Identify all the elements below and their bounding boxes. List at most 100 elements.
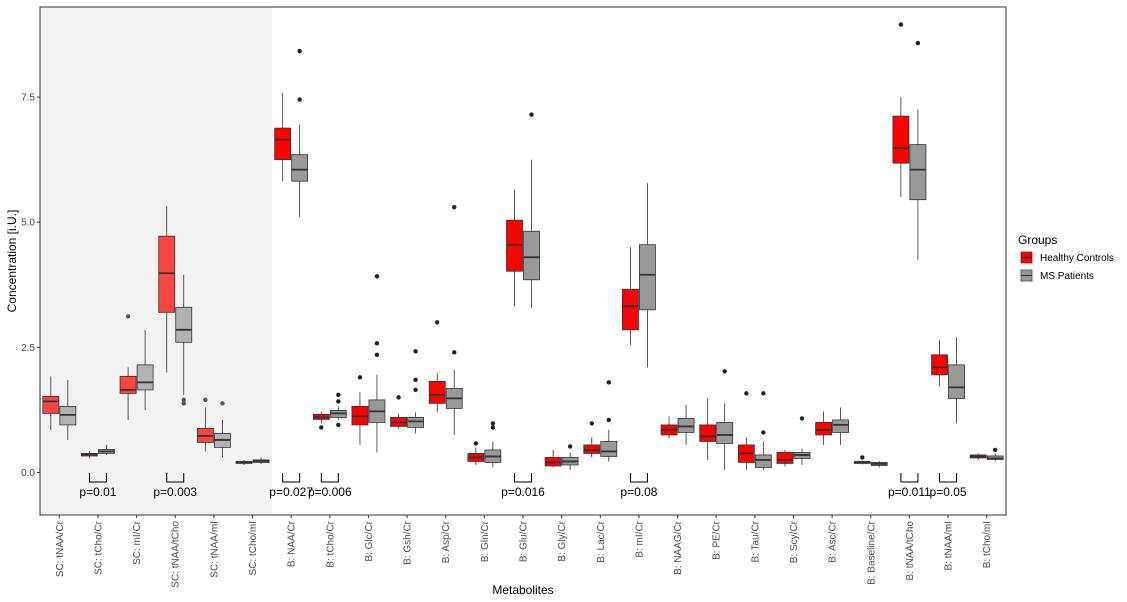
outlier-point (761, 391, 766, 396)
outlier-point (336, 392, 341, 398)
x-tick-label-b-glu-cr: B: Glu/Cr (519, 520, 530, 562)
x-tick-label-sc-tnaa-mi: SC: tNAA/mI (209, 521, 220, 578)
box-iqr (677, 418, 695, 433)
box-iqr (699, 424, 717, 442)
box-ms-patients-b-mi-cr (639, 183, 656, 368)
box-ms-patients-sc-tnaa-tcho (175, 274, 193, 406)
box-ms-patients-b-asp-cr (445, 204, 463, 435)
box-healthy-controls-b-asc-cr (815, 411, 833, 445)
box-ms-patients-sc-tcho-cr (98, 444, 115, 455)
x-tick-label-b-tnaa-tcho: B: tNAA/tCho (905, 521, 916, 581)
box-iqr (428, 380, 446, 404)
outlier-point (374, 274, 380, 279)
pvalue-label: p=0.027 (269, 485, 313, 499)
outlier-point (413, 377, 418, 383)
legend-label-ms-patients: MS Patients (1040, 271, 1094, 282)
box-healthy-controls-b-lac-cr (583, 421, 601, 458)
box-healthy-controls-b-scy-cr (776, 449, 794, 467)
outlier-point (860, 455, 865, 460)
outlier-point (297, 48, 302, 54)
pvalue-annotation-b-tnaa-mi: p=0.05 (930, 473, 967, 499)
outlier-point (992, 447, 998, 453)
box-healthy-controls-b-mi-cr (622, 247, 639, 345)
box-iqr (136, 364, 154, 391)
x-tick-label-sc-mi-cr: SC: mI/Cr (132, 520, 143, 565)
outlier-point (490, 425, 496, 430)
box-healthy-controls-sc-tnaa-tcho (158, 206, 176, 373)
outlier-point (606, 380, 611, 385)
pvalue-label: p=0.011 (888, 485, 931, 499)
x-tick-label-b-lac-cr: B: Lac/Cr (596, 520, 607, 562)
pvalue-label: p=0.08 (620, 485, 657, 499)
pvalue-label: p=0.003 (153, 485, 197, 499)
box-ms-patients-b-glu-cr (523, 112, 540, 309)
pvalue-annotation-sc-tcho-cr: p=0.01 (79, 473, 117, 499)
box-iqr (622, 288, 639, 331)
outlier-point (898, 22, 904, 27)
outlier-point (374, 341, 380, 346)
pvalue-bracket (939, 473, 958, 483)
box-healthy-controls-b-baseline-cr (853, 455, 871, 465)
legend-title: Groups (1018, 233, 1057, 247)
box-ms-patients-b-asc-cr (832, 407, 850, 445)
outlier-point (589, 421, 594, 426)
x-tick-label-b-gln-cr: B: Gln/Cr (480, 520, 491, 562)
box-iqr (600, 441, 618, 457)
box-healthy-controls-sc-tcho-cr (81, 450, 98, 459)
outlier-point (722, 369, 727, 374)
box-ms-patients-b-tnaa-mi (948, 337, 965, 424)
x-tick-label-sc-tcho-cr: SC: tCho/Cr (93, 520, 104, 575)
outlier-point (396, 395, 401, 400)
box-ms-patients-b-gly-cr (561, 444, 579, 470)
box-healthy-controls-sc-mi-cr (119, 314, 137, 420)
box-iqr (407, 417, 424, 428)
box-ms-patients-sc-mi-cr (136, 329, 154, 410)
outlier-point (413, 349, 418, 354)
pvalue-label: p=0.006 (308, 485, 352, 499)
box-iqr (42, 395, 60, 414)
box-healthy-controls-b-tcho-mi (969, 453, 987, 460)
box-ms-patients-b-gsh-cr (407, 349, 424, 434)
box-ms-patients-b-tcho-mi (986, 447, 1004, 462)
box-iqr (523, 230, 540, 281)
box-healthy-controls-b-glc-cr (351, 375, 369, 445)
x-tick-label-sc-tcho-mi: SC: tCho/mI (248, 521, 259, 575)
outlier-point (490, 421, 496, 426)
x-tick-label-b-tau-cr: B: Tau/Cr (750, 520, 761, 562)
pvalue-annotation-b-mi-cr: p=0.08 (620, 473, 658, 499)
box-ms-patients-b-tcho-cr (329, 392, 347, 428)
outlier-point (452, 204, 457, 210)
outlier-point (319, 425, 324, 430)
outlier-point (336, 422, 341, 428)
box-healthy-controls-b-glu-cr (506, 189, 523, 307)
box-healthy-controls-b-asp-cr (428, 320, 446, 413)
box-healthy-controls-b-gly-cr (544, 449, 562, 468)
box-healthy-controls-b-tcho-cr (312, 411, 330, 430)
box-iqr (776, 452, 794, 464)
box-healthy-controls-b-gln-cr (467, 441, 485, 465)
x-axis-title: Metabolites (492, 583, 553, 597)
pvalue-annotation-b-tnaa-tcho: p=0.011 (888, 473, 931, 499)
box-healthy-controls-sc-tcho-mi (235, 459, 253, 465)
pvalue-label: p=0.016 (501, 485, 545, 499)
box-iqr (948, 364, 965, 399)
x-tick-label-sc-tnaa-tcho: SC: tNAA/tCho (171, 521, 182, 588)
box-iqr (892, 115, 910, 164)
shaded-section-layer (40, 7, 272, 515)
outlier-point (181, 397, 186, 403)
pvalue-annotation-b-tcho-cr: p=0.006 (308, 473, 352, 499)
y-tick-label: 5.0 (21, 218, 35, 229)
pvalue-bracket (629, 473, 648, 483)
box-ms-patients-b-scy-cr (793, 416, 811, 465)
outlier-point (181, 401, 186, 406)
box-ms-patients-b-pe-cr (716, 369, 734, 470)
legend-item-healthy-controls: Healthy Controls (1019, 250, 1114, 265)
outlier-point (744, 391, 749, 396)
outlier-point (297, 97, 302, 102)
box-iqr (639, 244, 656, 311)
outlier-point (473, 441, 479, 446)
outlier-point (761, 430, 766, 435)
box-ms-patients-b-tau-cr (754, 391, 772, 470)
x-tick-label-sc-tnaa-cr: SC: tNAA/Cr (55, 520, 66, 577)
outlier-point (606, 417, 611, 423)
